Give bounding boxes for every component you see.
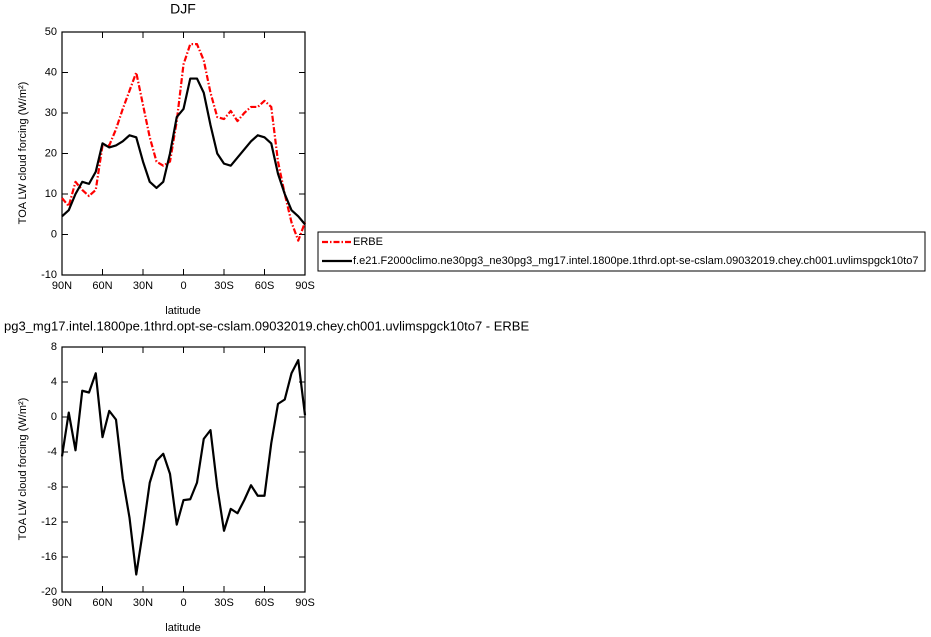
- x-tick-label: 60S: [255, 597, 275, 609]
- x-tick-label: 90S: [295, 280, 315, 292]
- data-line: [60, 359, 307, 576]
- y-tick-label: 50: [45, 26, 57, 38]
- y-tick-label: 8: [51, 341, 57, 353]
- y-tick-label: 0: [51, 228, 57, 240]
- y-tick-label: -4: [47, 446, 57, 458]
- x-tick-label: 0: [180, 280, 186, 292]
- x-tick-label: 30S: [214, 280, 234, 292]
- y-tick-label: 10: [45, 188, 57, 200]
- x-tick-label: 30N: [133, 280, 153, 292]
- x-axis-label: latitude: [165, 305, 200, 317]
- x-tick-label: 30N: [133, 597, 153, 609]
- y-axis-label: TOA LW cloud forcing (W/m²): [17, 398, 29, 541]
- x-tick-label: 60S: [255, 280, 275, 292]
- y-tick-label: 4: [51, 376, 57, 388]
- y-tick-label: -16: [41, 551, 57, 563]
- y-tick-label: 30: [45, 107, 57, 119]
- legend-box: [317, 231, 926, 272]
- x-tick-label: 90N: [52, 597, 72, 609]
- y-tick-label: 0: [51, 411, 57, 423]
- x-tick-label: 0: [180, 597, 186, 609]
- x-tick-label: 90S: [295, 597, 315, 609]
- x-tick-label: 30S: [214, 597, 234, 609]
- y-tick-label: 40: [45, 66, 57, 78]
- x-tick-label: 90N: [52, 280, 72, 292]
- y-tick-label: -8: [47, 481, 57, 493]
- y-tick-label: -10: [41, 269, 57, 281]
- x-tick-label: 60N: [92, 280, 112, 292]
- chart-title: DJF: [170, 1, 196, 17]
- chart-title: pg3_mg17.intel.1800pe.1thrd.opt-se-cslam…: [4, 318, 529, 333]
- legend-label: ERBE: [353, 236, 383, 248]
- legend-label: f.e21.F2000climo.ne30pg3_ne30pg3_mg17.in…: [353, 255, 918, 267]
- y-tick-label: 20: [45, 147, 57, 159]
- data-line: [61, 77, 306, 226]
- data-line: [61, 43, 307, 242]
- x-axis-label: latitude: [165, 622, 200, 634]
- y-tick-label: -20: [41, 586, 57, 598]
- x-tick-label: 60N: [92, 597, 112, 609]
- y-axis-label: TOA LW cloud forcing (W/m²): [17, 82, 29, 225]
- y-tick-label: -12: [41, 516, 57, 528]
